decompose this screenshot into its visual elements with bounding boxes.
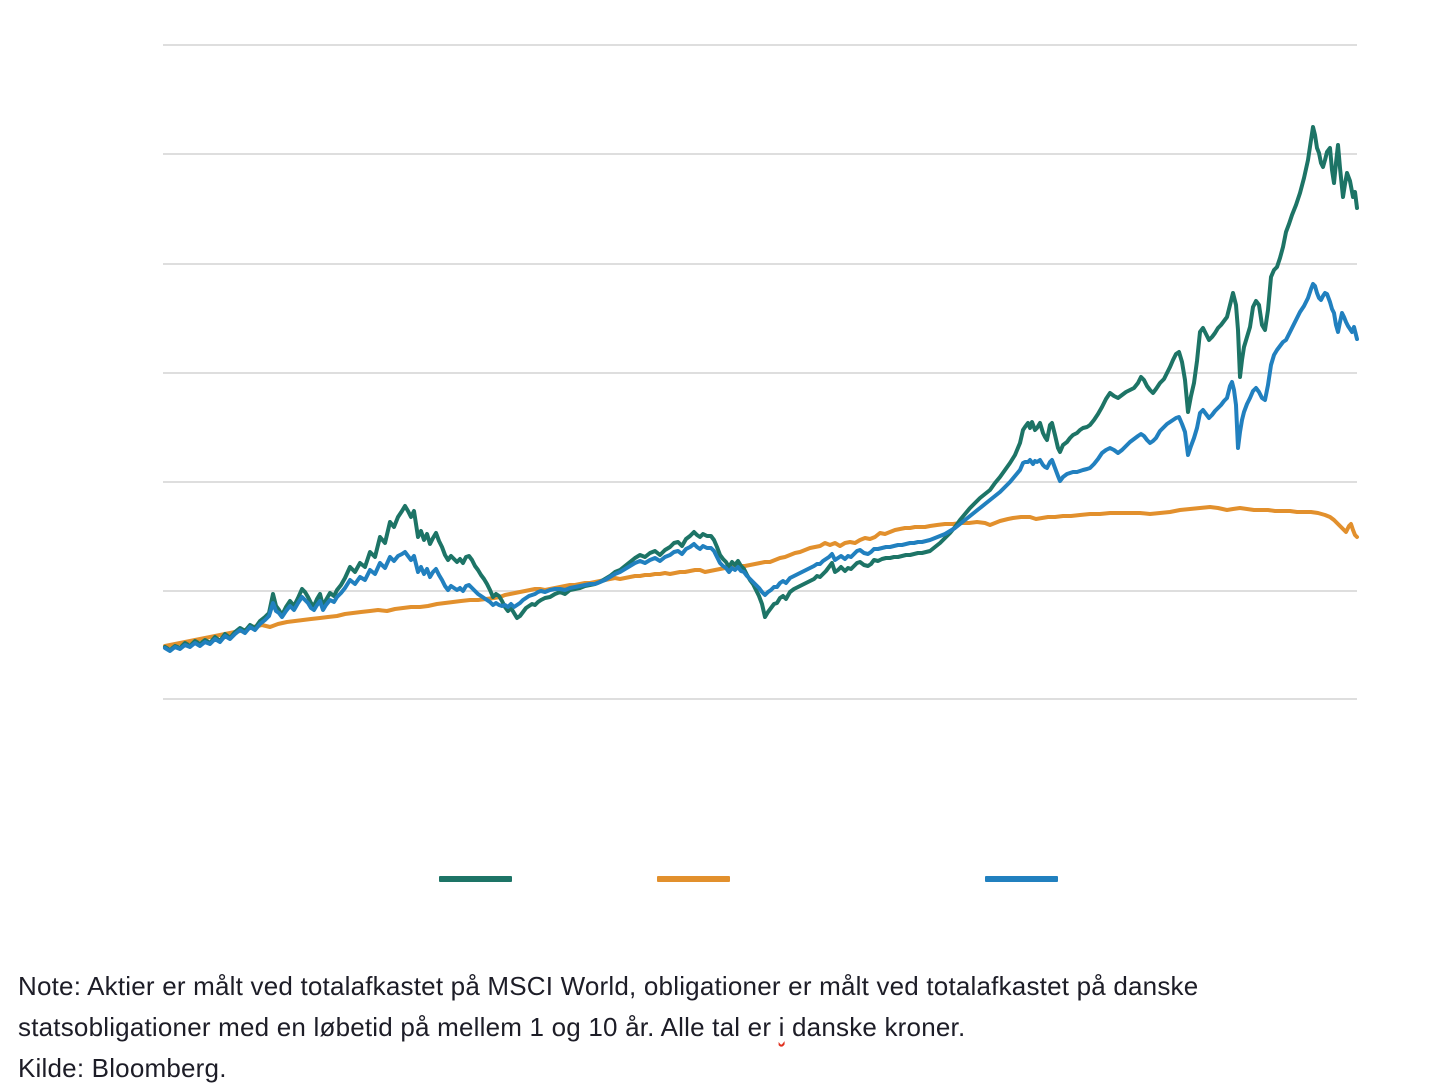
legend: [439, 876, 1058, 882]
note-text-segment: statsobligationer med en løbetid på mell…: [18, 1012, 779, 1042]
legend-swatch-blue: [985, 876, 1058, 882]
performance-line-chart: [163, 44, 1359, 882]
note-line-3: Kilde: Bloomberg.: [18, 1053, 227, 1083]
legend-swatch-orange: [657, 876, 730, 882]
series-group: [163, 125, 1359, 653]
note-line-2: statsobligationer med en løbetid på mell…: [18, 1007, 1198, 1048]
series-line-orange: [163, 505, 1359, 648]
chart-area: [163, 44, 1359, 882]
series-line-green: [163, 125, 1359, 652]
chart-footnote: Note: Aktier er målt ved totalafkastet p…: [18, 966, 1198, 1089]
note-line-1: Note: Aktier er målt ved totalafkastet p…: [18, 971, 1199, 1001]
legend-swatch-green: [439, 876, 512, 882]
series-line-blue: [163, 282, 1359, 653]
note-spellcheck-word: i: [778, 1012, 785, 1042]
note-text-segment: danske kroner.: [784, 1012, 966, 1042]
